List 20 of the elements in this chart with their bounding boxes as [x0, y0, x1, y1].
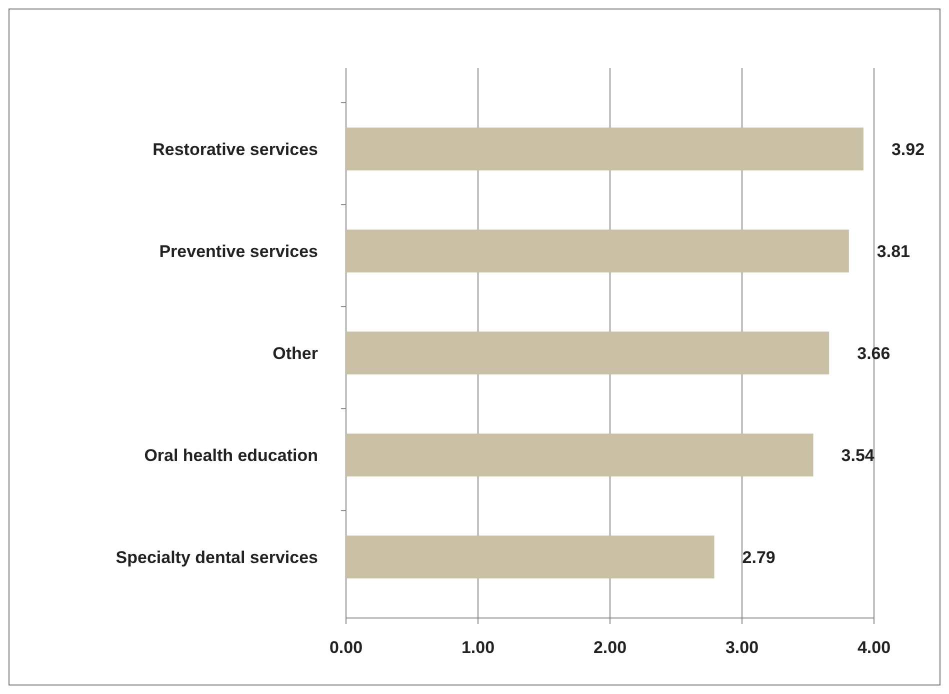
y-tick-label: Other — [272, 344, 318, 363]
bar — [346, 332, 830, 374]
data-label: 3.54 — [841, 446, 875, 465]
y-tick-label: Specialty dental services — [116, 548, 318, 567]
data-label: 2.79 — [742, 548, 776, 567]
x-tick-label: 4.00 — [857, 638, 891, 657]
x-tick-label: 3.00 — [725, 638, 759, 657]
y-tick-label: Restorative services — [152, 140, 318, 159]
bar — [346, 434, 814, 476]
bar — [346, 536, 714, 578]
x-tick-label: 0.00 — [329, 638, 363, 657]
data-label: 3.66 — [857, 344, 890, 363]
data-label: 3.92 — [891, 140, 925, 159]
bar — [346, 230, 849, 272]
y-tick-label: Oral health education — [144, 446, 318, 465]
y-tick-label: Preventive services — [159, 242, 318, 261]
x-tick-label: 1.00 — [461, 638, 495, 657]
data-label: 3.81 — [876, 242, 910, 261]
x-tick-label: 2.00 — [593, 638, 627, 657]
bar — [346, 128, 864, 170]
